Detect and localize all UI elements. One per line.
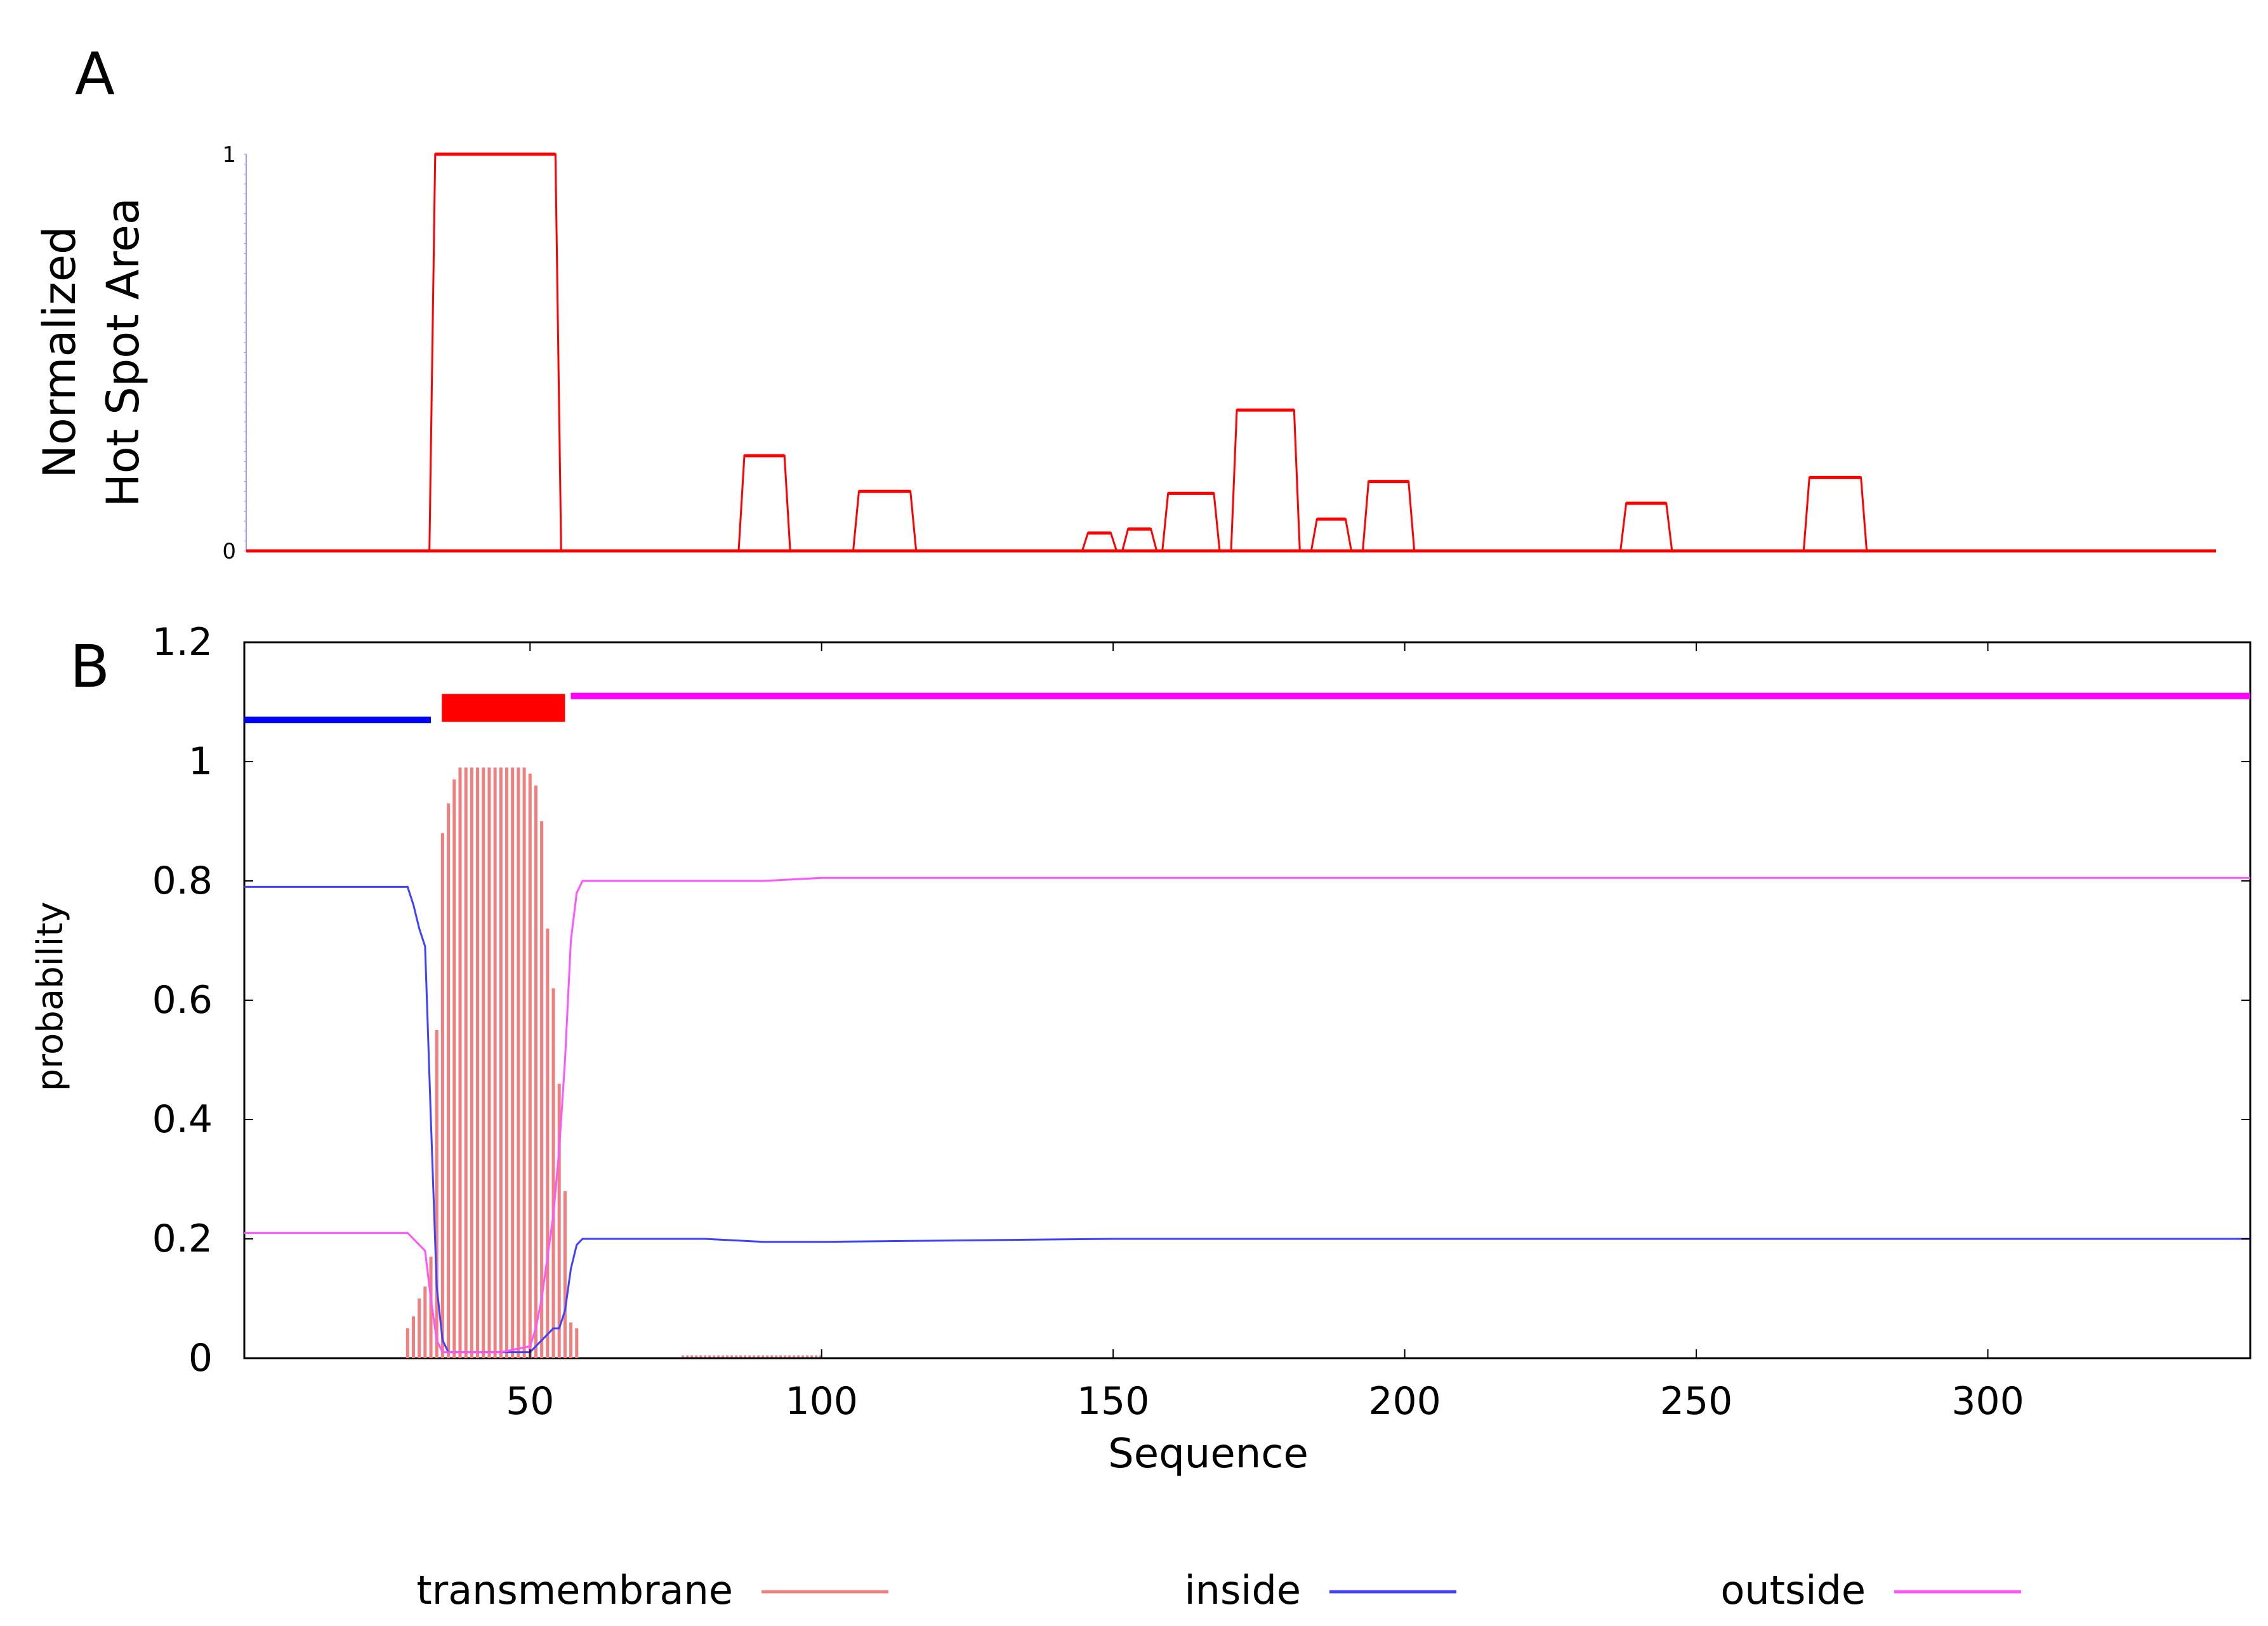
legend-label-inside: inside: [1184, 1567, 1301, 1613]
probability-x-tick-label: 300: [1951, 1379, 2024, 1424]
hotspot-y-axis-label-line: Hot Spot Area: [97, 197, 149, 507]
panel-a-label: A: [75, 40, 115, 108]
probability-x-tick-label: 50: [506, 1379, 554, 1424]
inside-line: [244, 885, 2250, 1354]
hotspot-y-axis-label-line: Normalized: [34, 227, 86, 479]
transmembrane-bar: [504, 767, 509, 1358]
transmembrane-bar: [522, 767, 526, 1358]
probability-y-tick-label: 0.6: [152, 978, 213, 1022]
transmembrane-bar: [435, 1030, 438, 1358]
transmembrane-bar: [482, 767, 485, 1358]
transmembrane-bar: [464, 767, 468, 1358]
probability-y-tick-label: 0.2: [152, 1217, 213, 1261]
transmembrane-bar: [540, 821, 544, 1358]
legend: transmembrane inside outside: [416, 1567, 2021, 1613]
panel-b-label: B: [70, 633, 110, 701]
transmembrane-bar: [447, 803, 451, 1358]
transmembrane-bar: [528, 773, 532, 1358]
transmembrane-bar: [423, 1286, 427, 1358]
probability-y-tick-label: 0.4: [152, 1097, 213, 1142]
probability-y-tick-label: 0.8: [152, 859, 213, 903]
transmembrane-bar: [405, 1328, 409, 1358]
transmembrane-bar: [557, 1083, 561, 1358]
transmembrane-bar: [476, 767, 480, 1358]
transmembrane-bar: [575, 1328, 579, 1358]
probability-plot-frame: [243, 641, 2252, 1359]
legend-label-outside: outside: [1720, 1567, 1866, 1613]
probability-chart: 0 0.2 0.4 0.6 0.8 1 1.2 50 100 150 200 250 300 proba…: [30, 620, 2252, 1477]
hotspot-series: [246, 152, 2216, 553]
hotspot-y-axis-label: Normalized Hot Spot Area: [34, 197, 149, 507]
probability-ticks: 0 0.2 0.4 0.6 0.8 1 1.2 50 100 150 200 250 300: [152, 620, 2250, 1424]
probability-y-tick-label: 1.2: [152, 620, 213, 664]
transmembrane-bar: [418, 1299, 421, 1358]
probability-x-tick-label: 150: [1077, 1379, 1150, 1424]
probability-y-axis-label: probability: [30, 902, 71, 1092]
transmembrane-bar: [511, 767, 515, 1358]
hotspot-chart: Normalized Hot Spot Area 01: [34, 142, 2216, 564]
transmembrane-bar: [458, 767, 462, 1358]
legend-label-transmembrane: transmembrane: [416, 1567, 733, 1613]
transmembrane-bar: [470, 767, 473, 1358]
hotspot-y-tick-label: 1: [222, 142, 236, 168]
transmembrane-bar: [429, 1257, 433, 1358]
transmembrane-bar: [534, 785, 537, 1358]
transmembrane-bar: [517, 767, 520, 1358]
probability-x-tick-label: 200: [1368, 1379, 1441, 1424]
topology-bars: [244, 692, 2250, 724]
transmembrane-bar: [452, 779, 456, 1358]
outside-line: [244, 876, 2250, 1354]
hotspot-y-tick-label: 0: [222, 539, 236, 564]
transmembrane-bars: [405, 767, 822, 1358]
hotspot-line: [246, 153, 2216, 552]
transmembrane-bar: [440, 833, 444, 1358]
hotspot-axes: 01: [222, 142, 2216, 564]
probability-x-tick-label: 250: [1660, 1379, 1733, 1424]
transmembrane-bar: [493, 767, 497, 1358]
transmembrane-bar: [546, 929, 550, 1358]
topology-transmembrane: [442, 694, 565, 722]
probability-y-tick-label: 1: [188, 739, 213, 784]
probability-lines: [244, 876, 2250, 1354]
transmembrane-bar: [499, 767, 503, 1358]
probability-y-tick-label: 0: [188, 1336, 213, 1380]
transmembrane-bar: [487, 767, 491, 1358]
transmembrane-bar: [551, 988, 555, 1358]
probability-x-tick-label: 100: [785, 1379, 858, 1424]
transmembrane-bar: [563, 1191, 567, 1358]
transmembrane-bar: [569, 1322, 573, 1358]
probability-x-axis-label: Sequence: [1108, 1431, 1309, 1477]
transmembrane-bar: [411, 1316, 416, 1358]
